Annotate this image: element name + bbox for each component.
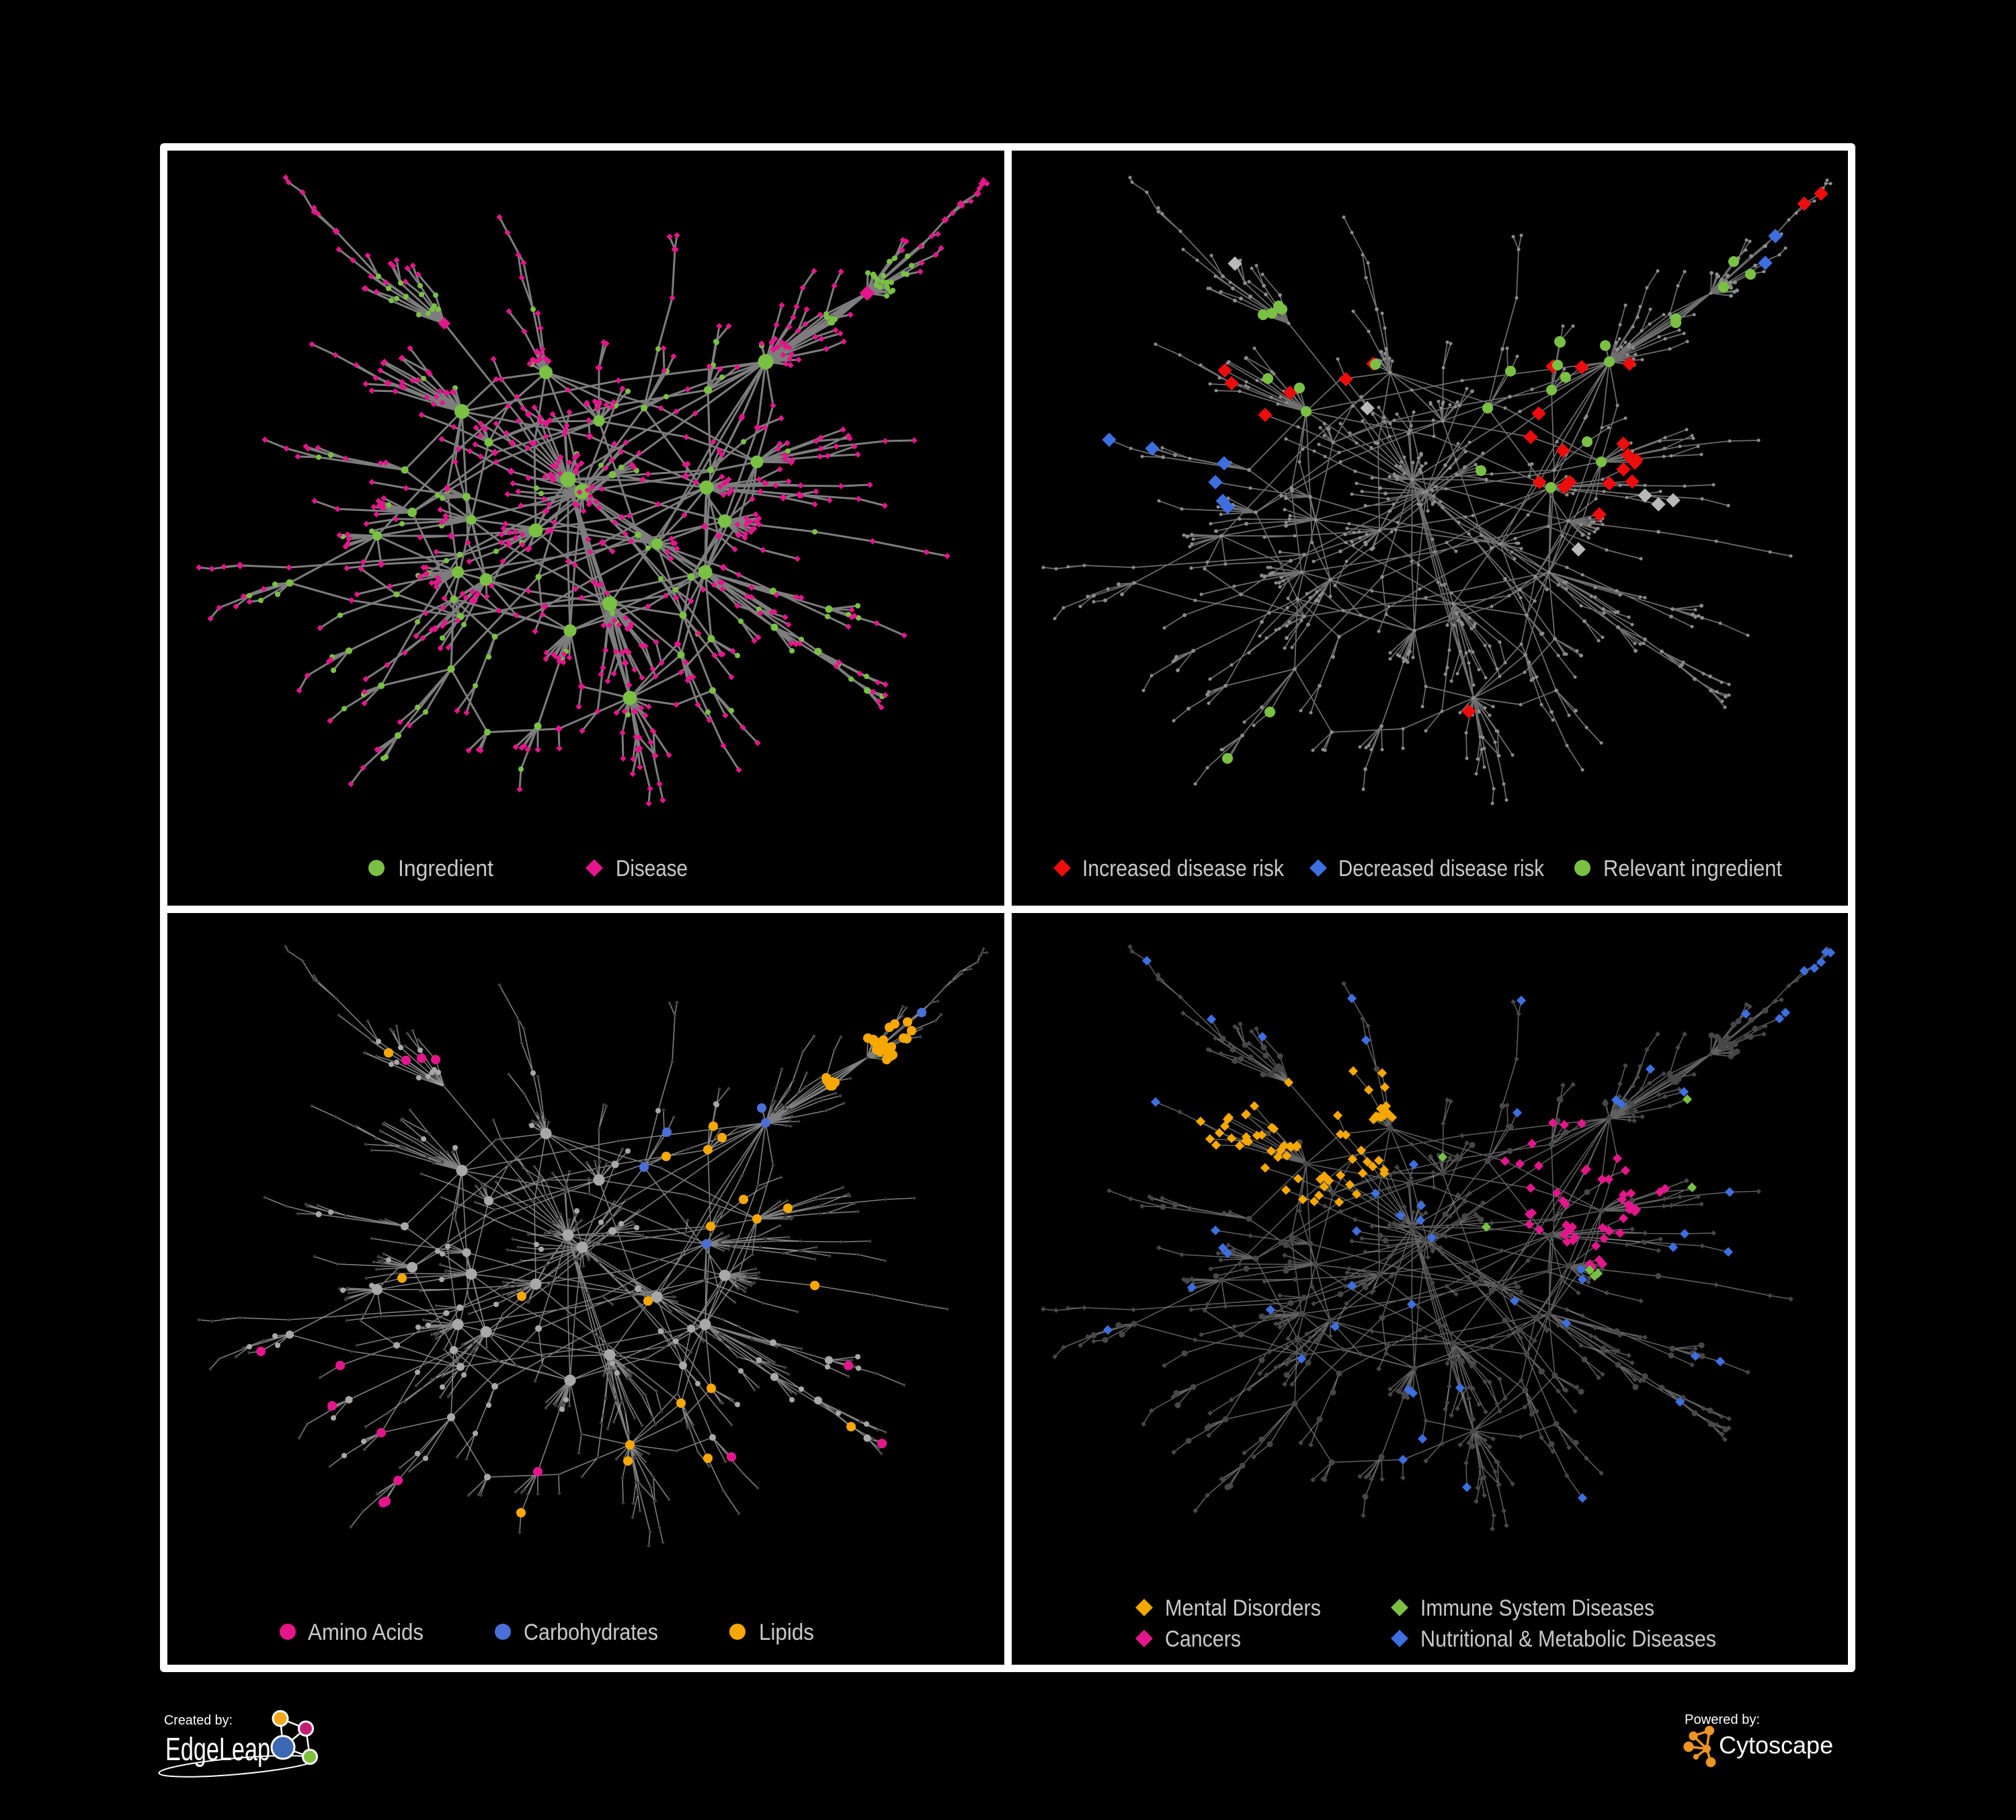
- svg-text:Relevant ingredient: Relevant ingredient: [1603, 856, 1783, 881]
- svg-text:Amino Acids: Amino Acids: [308, 1620, 424, 1645]
- svg-text:Immune System Diseases: Immune System Diseases: [1420, 1595, 1654, 1621]
- svg-text:Decreased disease risk: Decreased disease risk: [1338, 856, 1545, 881]
- svg-text:Carbohydrates: Carbohydrates: [524, 1620, 658, 1645]
- svg-text:Lipids: Lipids: [759, 1620, 814, 1645]
- svg-text:Mental Disorders: Mental Disorders: [1165, 1595, 1321, 1621]
- svg-text:Cancers: Cancers: [1165, 1626, 1241, 1652]
- svg-text:Cytoscape: Cytoscape: [1719, 1731, 1833, 1759]
- svg-text:Increased disease risk: Increased disease risk: [1082, 856, 1285, 881]
- svg-text:Ingredient: Ingredient: [398, 856, 494, 881]
- svg-text:EdgeLeap: EdgeLeap: [165, 1732, 270, 1768]
- svg-text:Powered by:: Powered by:: [1685, 1712, 1760, 1727]
- svg-text:Disease: Disease: [616, 856, 688, 881]
- svg-text:Nutritional & Metabolic Diseas: Nutritional & Metabolic Diseases: [1420, 1626, 1716, 1652]
- svg-text:Created by:: Created by:: [164, 1713, 233, 1728]
